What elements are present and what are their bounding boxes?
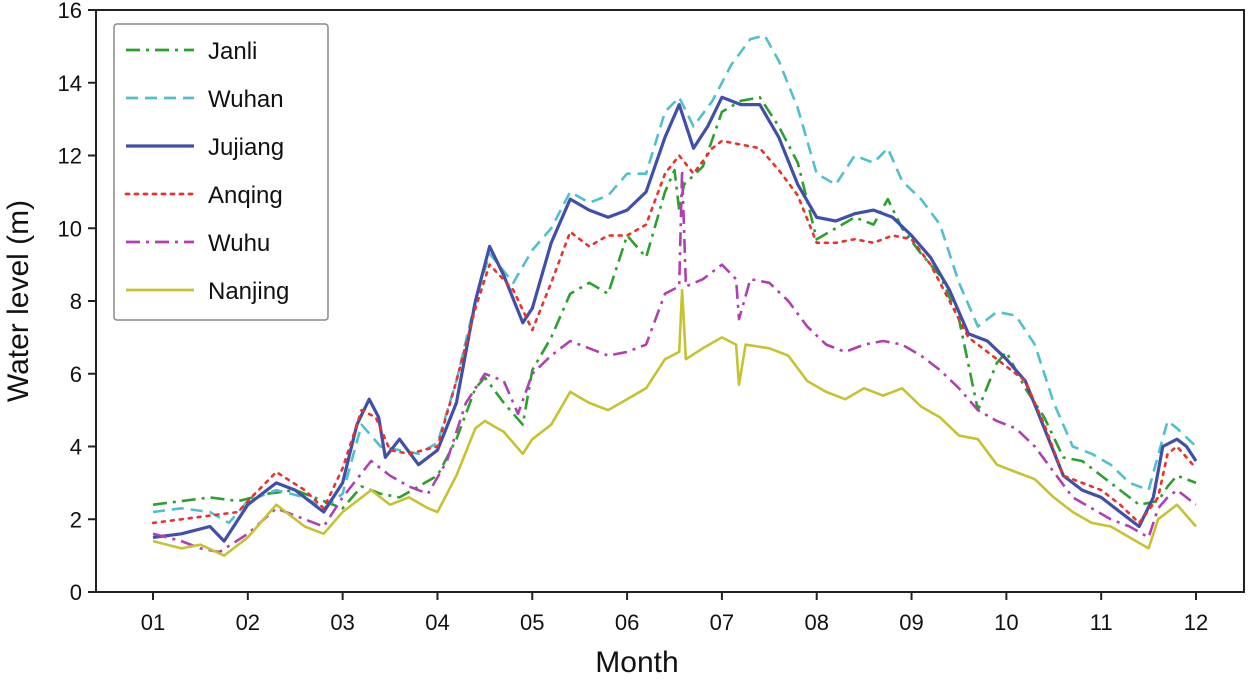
legend-label: Janli: [208, 38, 257, 65]
series-line-nanjing: [152, 288, 1197, 557]
legend-label: Nanjing: [208, 278, 289, 305]
x-tick-label: 12: [1184, 610, 1208, 635]
y-tick-label: 6: [70, 362, 82, 387]
x-tick-label: 05: [520, 610, 544, 635]
series-line-wuhan: [152, 34, 1197, 525]
x-tick-label: 02: [236, 610, 260, 635]
x-tick-label: 08: [804, 610, 828, 635]
x-tick-label: 10: [994, 610, 1018, 635]
x-tick-label: 03: [330, 610, 354, 635]
legend-label: Anqing: [208, 182, 283, 209]
legend-box: [113, 23, 329, 321]
x-tick-label: 01: [141, 610, 165, 635]
y-tick-label: 0: [70, 580, 82, 605]
y-tick-label: 16: [58, 0, 82, 23]
x-tick-label: 09: [899, 610, 923, 635]
x-axis-title: Month: [595, 646, 678, 679]
y-tick-label: 8: [70, 289, 82, 314]
x-axis: 01 02 03 04 05 06 07 08 09 10 11 12: [141, 592, 1208, 635]
x-tick-label: 07: [710, 610, 734, 635]
y-tick-label: 4: [70, 435, 82, 460]
series-line-janli: [152, 96, 1197, 510]
legend-label: Jujiang: [208, 134, 284, 161]
x-tick-label: 04: [425, 610, 449, 635]
y-tick-label: 10: [58, 216, 82, 241]
legend-label: Wuhu: [208, 230, 270, 257]
y-axis-title: Water level (m): [2, 200, 35, 402]
legend-label: Wuhan: [208, 86, 284, 113]
y-tick-label: 12: [58, 144, 82, 169]
x-tick-label: 11: [1090, 610, 1113, 635]
y-axis: 0 2 4 6 8 10 12 14 16: [58, 0, 96, 605]
series-line-wuhu: [152, 168, 1197, 554]
x-tick-label: 06: [615, 610, 639, 635]
series-layer: [151, 34, 1198, 557]
series-line-anqing: [151, 139, 1198, 525]
y-tick-label: 2: [70, 507, 82, 532]
legend: Janli Wuhan Jujiang Anqing Wuhu Nanjing: [113, 23, 329, 321]
y-tick-label: 14: [58, 71, 82, 96]
